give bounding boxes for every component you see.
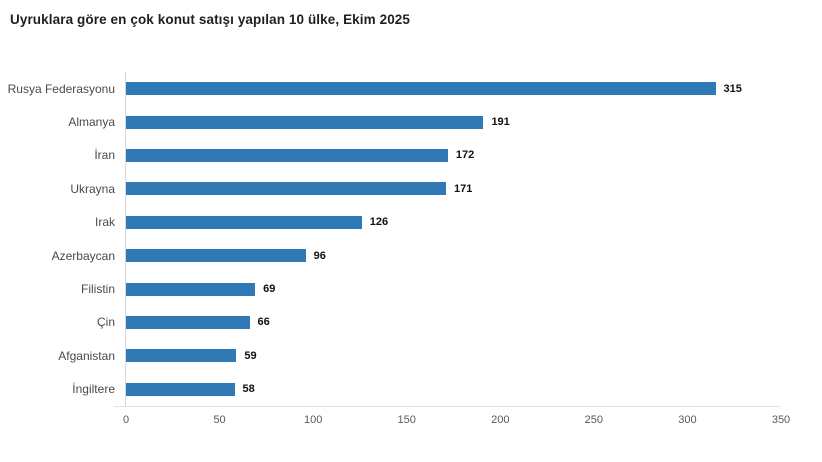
bar <box>126 349 237 363</box>
category-label: İngiltere <box>72 382 115 397</box>
bar <box>126 315 250 329</box>
bar-chart: Rusya Federasyonu 315 Almanya 191 İran 172 Ukr… <box>0 72 790 431</box>
bar <box>126 82 716 96</box>
x-tick-label: 200 <box>491 413 510 426</box>
category-label: Ukrayna <box>70 181 115 196</box>
bar <box>126 282 256 296</box>
bar <box>126 148 448 162</box>
bar-track: 172 <box>125 138 781 173</box>
value-label: 315 <box>723 82 742 95</box>
bar <box>126 249 306 263</box>
value-label: 69 <box>263 283 276 296</box>
category-label: Rusya Federasyonu <box>7 81 115 96</box>
bar-track: 171 <box>125 172 781 206</box>
value-label: 58 <box>242 383 255 396</box>
category-label: Irak <box>94 215 115 230</box>
category-label: İran <box>94 148 115 163</box>
bar-track: 66 <box>125 305 781 340</box>
bar-row: Irak 126 <box>0 205 781 239</box>
x-axis: 0 50 100 150 200 250 300 350 <box>122 407 790 431</box>
x-axis-line <box>114 405 781 407</box>
category-label: Afganistan <box>58 348 115 363</box>
bar-row: Afganistan 59 <box>0 339 781 373</box>
bar-track: 191 <box>125 105 781 139</box>
bar-track: 126 <box>125 205 781 239</box>
bar-row: Ukrayna 171 <box>0 172 781 206</box>
bar-track: 69 <box>125 272 781 306</box>
x-tick-label: 0 <box>122 413 130 426</box>
category-label: Almanya <box>68 115 115 130</box>
bar-row: İngiltere 58 <box>0 372 781 406</box>
value-label: 126 <box>369 216 389 229</box>
value-label: 191 <box>491 116 510 129</box>
x-tick-label: 350 <box>771 413 791 426</box>
bar <box>126 115 484 129</box>
x-tick-label: 150 <box>397 413 416 426</box>
bar-track: 58 <box>125 372 781 406</box>
value-label: 96 <box>313 249 326 262</box>
chart-title: Uyruklara göre en çok konut satışı yapıl… <box>10 12 411 27</box>
bar <box>126 382 235 396</box>
bar-row: Çin 66 <box>0 305 781 340</box>
bar-row: İran 172 <box>0 138 781 173</box>
x-tick-label: 300 <box>678 413 697 426</box>
bar <box>126 215 362 229</box>
bar-row: Almanya 191 <box>0 105 781 139</box>
x-tick-label: 250 <box>584 413 604 426</box>
bar-row: Azerbaycan 96 <box>0 238 781 273</box>
plot-rows: Rusya Federasyonu 315 Almanya 191 İran 172 Ukr… <box>0 72 781 406</box>
x-tick-label: 100 <box>303 413 323 426</box>
category-label: Çin <box>96 315 115 330</box>
value-label: 172 <box>455 149 475 162</box>
bar-track: 96 <box>125 238 781 273</box>
category-label: Filistin <box>80 282 115 297</box>
bar <box>126 182 446 196</box>
bar-track: 315 <box>125 72 781 106</box>
value-label: 66 <box>257 316 270 329</box>
category-label: Azerbaycan <box>51 248 115 263</box>
x-tick-label: 50 <box>213 413 226 426</box>
value-label: 59 <box>244 349 257 362</box>
bar-row: Rusya Federasyonu 315 <box>0 72 781 106</box>
value-label: 171 <box>454 182 473 195</box>
bar-row: Filistin 69 <box>0 272 781 306</box>
bar-track: 59 <box>125 339 781 373</box>
